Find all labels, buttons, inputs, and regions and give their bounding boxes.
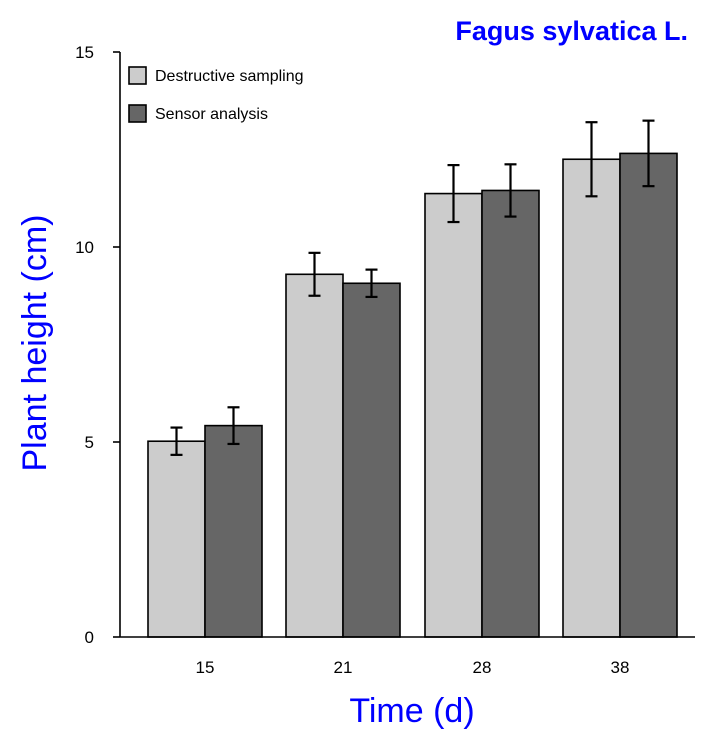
y-axis-title: Plant height (cm) — [16, 215, 54, 472]
y-tick-label: 10 — [75, 238, 94, 257]
x-axis-title: Time (d) — [349, 692, 474, 729]
plot-area — [147, 119, 678, 638]
x-tick-label: 28 — [473, 658, 492, 677]
y-axis-ticks: 0 5 10 15 — [75, 43, 120, 647]
legend-swatch — [128, 66, 147, 85]
x-axis-ticks: 15 21 28 38 — [196, 658, 630, 677]
x-tick-label: 21 — [334, 658, 353, 677]
y-tick-label: 5 — [85, 433, 94, 452]
bar-destructive-sampling — [147, 440, 206, 638]
error-bar — [170, 426, 183, 456]
bar-sensor-analysis — [619, 152, 678, 638]
error-bar — [308, 251, 321, 297]
error-bar — [504, 163, 517, 218]
error-bar — [365, 268, 378, 299]
legend-label: Destructive sampling — [155, 68, 304, 85]
bar-destructive-sampling — [424, 192, 483, 638]
bar-sensor-analysis — [204, 424, 263, 638]
bar-sensor-analysis — [342, 282, 401, 638]
y-tick-label: 0 — [85, 628, 94, 647]
x-tick-label: 15 — [196, 658, 215, 677]
legend-swatch — [128, 104, 147, 123]
bar-destructive-sampling — [562, 158, 621, 638]
error-bar — [447, 164, 460, 224]
error-bar — [227, 406, 240, 446]
chart-title: Fagus sylvatica L. — [455, 16, 688, 46]
bar-sensor-analysis — [481, 189, 540, 638]
x-tick-label: 38 — [611, 658, 630, 677]
error-bar — [642, 119, 655, 188]
error-bar — [585, 121, 598, 198]
bar-destructive-sampling — [285, 273, 344, 638]
legend-label: Sensor analysis — [155, 106, 268, 123]
y-tick-label: 15 — [75, 43, 94, 62]
legend: Destructive sampling Sensor analysis — [128, 66, 304, 123]
